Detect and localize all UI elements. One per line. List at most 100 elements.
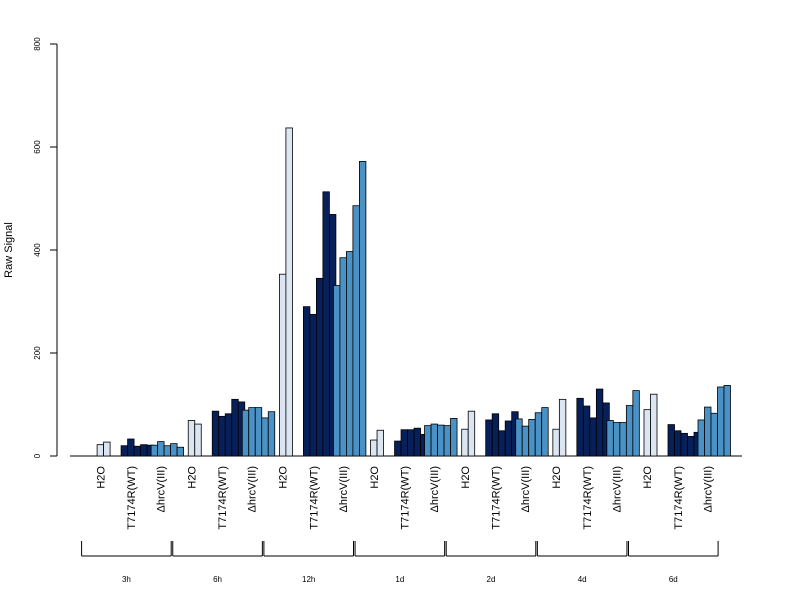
bar: [127, 438, 135, 457]
bar: [717, 386, 725, 457]
bar: [687, 436, 695, 457]
category-label: H2O: [369, 466, 381, 489]
bar: [674, 430, 682, 457]
y-tick-label: 800: [33, 37, 42, 51]
bar: [370, 439, 378, 457]
bar: [96, 444, 104, 457]
bar: [345, 251, 354, 457]
bar: [194, 423, 202, 457]
bar: [267, 411, 276, 457]
bar: [352, 205, 360, 457]
bar: [632, 390, 640, 457]
bar: [170, 443, 178, 457]
bar: [521, 425, 530, 457]
bar: [723, 385, 731, 457]
bar: [443, 425, 451, 457]
bar: [552, 428, 560, 457]
category-label: ΔhrcV(III): [247, 466, 259, 512]
bar: [358, 161, 367, 457]
y-tick-label: 600: [33, 140, 42, 154]
category-label: T7174R(WT): [308, 466, 320, 530]
bar: [400, 429, 408, 457]
bar: [650, 393, 658, 457]
category-label: ΔhrcV(III): [520, 466, 532, 512]
bars: [96, 127, 731, 457]
bar: [285, 127, 293, 457]
bar: [704, 406, 712, 457]
time-label: 1d: [395, 575, 404, 584]
bar: [261, 417, 269, 457]
category-label: H2O: [278, 466, 290, 489]
bar: [407, 429, 415, 457]
bar: [394, 440, 402, 457]
bar: [376, 429, 384, 457]
time-label: 6h: [213, 575, 222, 584]
bar: [437, 424, 445, 457]
bar: [697, 419, 705, 457]
bar: [120, 445, 128, 457]
category-label: T7174R(WT): [217, 466, 229, 530]
y-tick-label: 0: [33, 453, 42, 458]
bar: [424, 425, 432, 457]
category-labels: H2O T7174R(WT) ΔhrcV(III) H2O T7174R(WT) Δhrc…: [95, 466, 714, 530]
category-label: T7174R(WT): [491, 466, 503, 530]
bar: [680, 432, 688, 457]
category-label: ΔhrcV(III): [702, 466, 714, 512]
bar: [582, 405, 591, 457]
bar: [332, 285, 341, 457]
category-label: ΔhrcV(III): [338, 466, 350, 512]
category-label: H2O: [460, 466, 472, 489]
bar: [241, 409, 250, 457]
bar: [133, 445, 142, 457]
bar: [254, 407, 263, 457]
bar: [491, 413, 500, 457]
bar: [218, 415, 226, 457]
category-label: H2O: [642, 466, 654, 489]
bar: [710, 412, 718, 457]
category-label: ΔhrcV(III): [156, 466, 168, 512]
category-label: T7174R(WT): [582, 466, 594, 530]
y-axis-label: Raw Signal: [3, 222, 15, 278]
bar: [430, 423, 438, 457]
bar: [667, 424, 675, 457]
bar: [541, 407, 549, 457]
bar: [231, 398, 239, 457]
bar: [625, 405, 634, 457]
y-tick-label: 400: [33, 243, 42, 257]
bar: [176, 446, 185, 457]
bar: [278, 273, 287, 457]
y-axis: 0 200 400 600 800: [33, 37, 58, 458]
category-label: T7174R(WT): [673, 466, 685, 530]
bar: [619, 422, 627, 457]
bar: [150, 444, 159, 457]
bar: [558, 398, 567, 457]
bar: [589, 417, 597, 457]
category-label: T7174R(WT): [399, 466, 411, 530]
bar: [450, 418, 458, 457]
bar: [528, 419, 536, 457]
bar: [595, 388, 604, 457]
time-label: 4d: [578, 575, 587, 584]
bar: [339, 257, 347, 457]
bar: [504, 420, 513, 457]
bar: [606, 420, 614, 457]
time-brackets: 3h 6h 12h 1d 2d 4d 6d: [81, 541, 719, 584]
bar: [643, 409, 651, 457]
bar: [534, 412, 543, 457]
time-label: 6d: [669, 575, 678, 584]
bar: [224, 413, 233, 457]
bar: [498, 430, 506, 457]
bar: [612, 422, 621, 457]
category-label: H2O: [551, 466, 563, 489]
category-label: H2O: [186, 466, 198, 489]
bar: [467, 410, 476, 457]
bar: [211, 410, 220, 457]
bar: [309, 313, 317, 457]
bar: [461, 428, 469, 457]
bar: [485, 419, 493, 457]
bar: [515, 418, 523, 457]
bar: [576, 397, 584, 457]
bar: [103, 441, 111, 457]
bar: [413, 427, 421, 457]
